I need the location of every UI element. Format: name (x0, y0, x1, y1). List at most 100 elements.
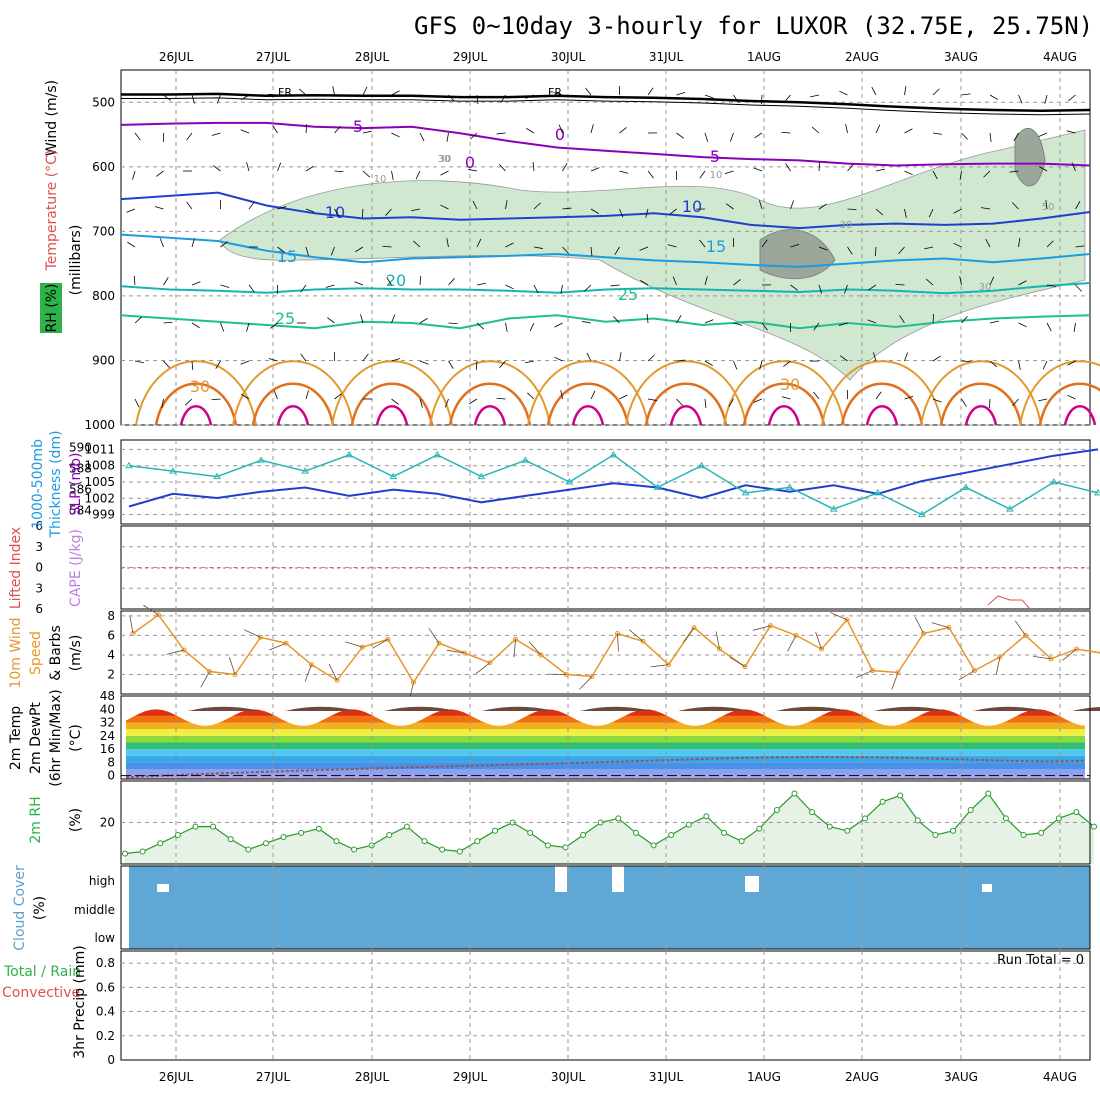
wind-barb (533, 246, 543, 249)
wind-barb (872, 352, 877, 362)
wind-barb (813, 391, 820, 400)
wind-barb (476, 94, 479, 104)
wind-barb (327, 317, 335, 324)
wind-barb (440, 204, 449, 210)
wind-barb (754, 132, 763, 139)
isotherm-40-bump (473, 405, 507, 426)
wind-barb (163, 277, 169, 286)
ytick-li: 3 (35, 581, 43, 595)
ytick-li: 0 (35, 561, 43, 575)
wind-barb (191, 238, 195, 248)
wind-barb (875, 168, 885, 172)
rh-marker (562, 844, 569, 851)
panel-frame-precip (120, 950, 1091, 1061)
wind-barb (1075, 201, 1081, 210)
date-tick-bottom: 30JUL (551, 1070, 586, 1084)
date-tick-bottom: 29JUL (453, 1070, 488, 1084)
wind-barb-10m (683, 627, 695, 643)
wind-barb (844, 284, 848, 294)
temp-band (126, 742, 1085, 750)
wind-marker (742, 664, 748, 670)
wind-barb (468, 169, 478, 172)
wind-barb (1018, 360, 1021, 370)
date-tick-bottom: 4AUG (1043, 1070, 1077, 1084)
isotherm-label: 25 (275, 309, 295, 328)
wind-barb (640, 280, 649, 286)
wind-barb (989, 360, 998, 368)
panel-frame-cloud (120, 865, 1091, 950)
wind-barb (305, 390, 309, 400)
wind-barb (386, 277, 392, 286)
wind-barb (1012, 398, 1019, 407)
wind-barb (699, 239, 706, 248)
ylabel-thickness-2: Thickness (dm) (48, 430, 64, 538)
isotherm-40-bump (767, 405, 801, 426)
ylabel-wind: Wind (m/s) (44, 80, 60, 156)
wind-barb (334, 126, 341, 134)
wind-barb (983, 170, 991, 178)
wind-barb (334, 170, 344, 173)
isotherm-40-bump (964, 405, 998, 426)
rh-marker (756, 825, 763, 832)
wind-barb (1018, 94, 1023, 104)
ytick-pressure: 800 (92, 289, 115, 303)
wind-barb (613, 316, 620, 324)
date-tick-top: 31JUL (649, 50, 684, 64)
wind-barb (446, 132, 449, 142)
rh-marker (650, 842, 657, 849)
wind-barb (159, 238, 164, 248)
wind-barb (961, 132, 969, 140)
date-tick-top: 3AUG (944, 50, 978, 64)
wind-barb (590, 390, 596, 400)
rh-marker (668, 831, 675, 838)
wind-barb (448, 278, 455, 286)
wind-barb (385, 208, 392, 216)
slp-marker (565, 478, 574, 485)
rh-marker (351, 846, 358, 853)
isotherm-30-bump (723, 360, 845, 426)
wind-barb (305, 123, 308, 134)
wind-barb (895, 283, 905, 286)
isotherm-30-bump (625, 360, 747, 426)
wind-barb (560, 284, 563, 294)
wind-barb (558, 124, 563, 134)
ytick-thickness: 584 (69, 504, 92, 518)
ytick-wind: 2 (107, 667, 115, 681)
series-thickness (128, 448, 1099, 508)
wind-barb (1018, 280, 1027, 286)
ytick-temp: 24 (100, 729, 115, 743)
wind-barb-10m (528, 641, 542, 656)
wind-barb (818, 203, 827, 210)
ytick-temp: 8 (107, 755, 115, 769)
isotherm-30-bump (1019, 360, 1100, 426)
wind-barb (1067, 394, 1076, 400)
wind-barb (1011, 202, 1019, 210)
date-tick-bottom: 31JUL (649, 1070, 684, 1084)
ylabel-speed: Speed (28, 631, 44, 675)
wind-barb-10m (855, 670, 873, 678)
temp-band (126, 762, 1085, 770)
wind-barb (132, 170, 136, 180)
wind-marker (258, 634, 263, 640)
date-tick-top: 2AUG (845, 50, 879, 64)
wind-barb (415, 170, 421, 180)
wind-barb-10m (617, 633, 619, 652)
wind-barb (959, 276, 962, 286)
rh-marker (897, 792, 904, 799)
wind-barb (725, 203, 734, 210)
wind-marker (819, 646, 824, 652)
wind-barb (419, 275, 422, 286)
slp-marker (697, 461, 706, 469)
rh-marker (950, 827, 957, 834)
wind-barb (163, 94, 171, 101)
wind-barb (419, 398, 423, 408)
wind-barb (704, 94, 714, 99)
ytick-slp: 1011 (84, 442, 115, 456)
ytick-precip: 0.2 (96, 1029, 115, 1043)
wind-barb (220, 284, 230, 288)
wind-barb (440, 170, 449, 176)
wind-barb (676, 315, 682, 324)
wind-marker (360, 644, 365, 650)
slp-marker (521, 456, 530, 463)
